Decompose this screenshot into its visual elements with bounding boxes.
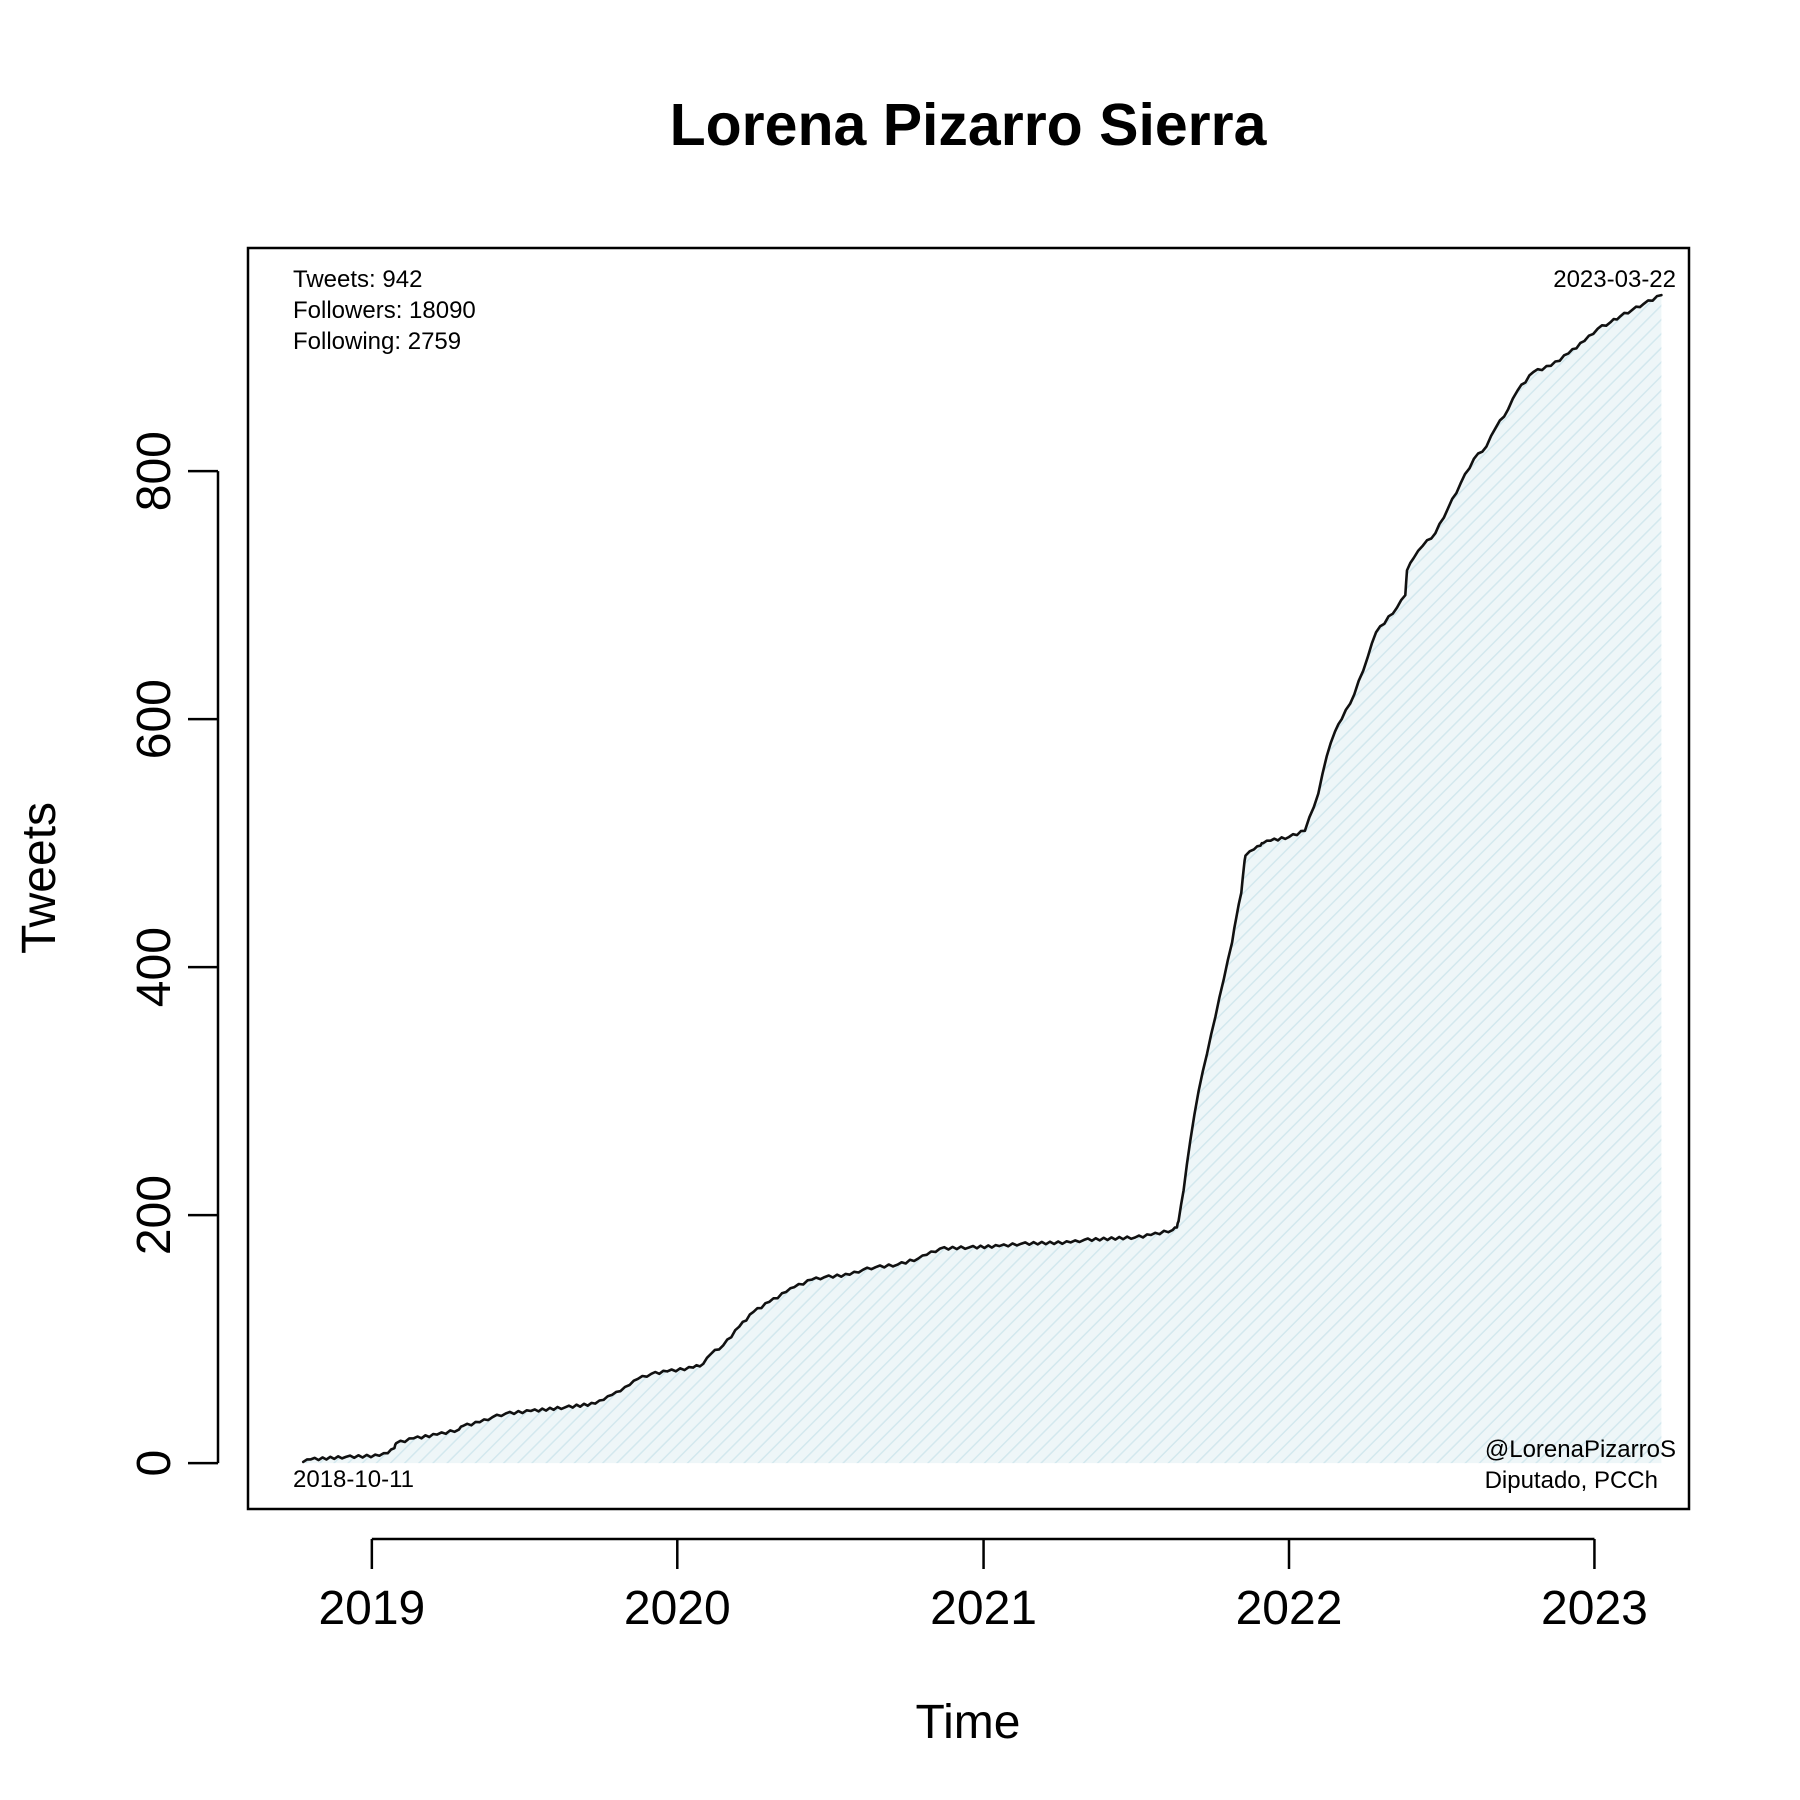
tweets-cumulative-line (301, 293, 1663, 1464)
plot-frame (246, 246, 1691, 1511)
area-fill (303, 295, 1662, 1464)
y-tick-label: 800 (128, 431, 181, 511)
chart-title: Lorena Pizarro Sierra (670, 92, 1268, 158)
following-count-label: Following: 2759 (293, 328, 461, 355)
y-axis-title: Tweets (13, 802, 66, 954)
y-tick-label: 600 (128, 679, 181, 759)
y-axis: 0 200 400 600 800 (128, 431, 220, 1477)
end-date-label: 2023-03-22 (1553, 266, 1676, 293)
tweets-count-label: Tweets: 942 (293, 266, 422, 293)
x-axis: 2019 2020 2021 2022 2023 (318, 1537, 1648, 1635)
series-line-layer (301, 293, 1663, 1464)
start-date-label: 2018-10-11 (293, 1466, 414, 1493)
y-tick-label: 0 (128, 1450, 181, 1477)
x-tick-label: 2020 (624, 1582, 731, 1635)
x-tick-label: 2022 (1236, 1582, 1343, 1635)
area-fill-layer (303, 295, 1662, 1464)
y-tick-label: 400 (128, 927, 181, 1007)
x-tick-label: 2023 (1541, 1582, 1648, 1635)
y-tick-label: 200 (128, 1175, 181, 1255)
x-tick-label: 2021 (930, 1582, 1037, 1635)
x-axis-title: Time (916, 1696, 1021, 1749)
role-label: Diputado, PCCh (1485, 1467, 1658, 1494)
handle-label: @LorenaPizarroS (1485, 1436, 1676, 1463)
followers-count-label: Followers: 18090 (293, 297, 476, 324)
x-tick-label: 2019 (318, 1582, 425, 1635)
